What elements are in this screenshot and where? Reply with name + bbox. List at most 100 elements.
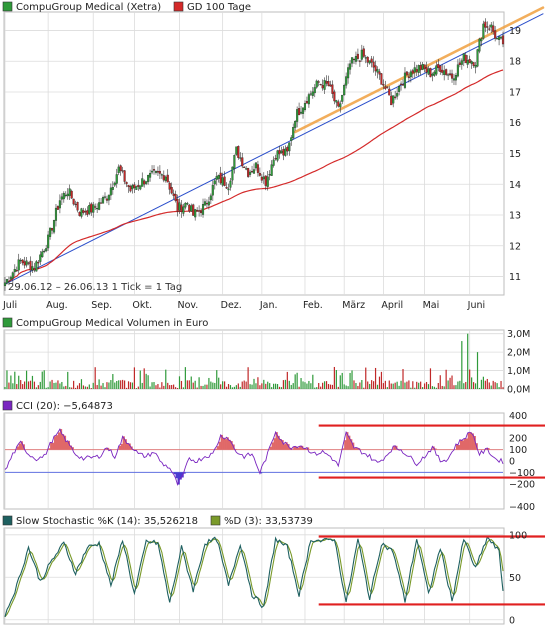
- candle-body: [358, 60, 361, 62]
- volume-bar: [486, 378, 488, 389]
- candle-body: [433, 71, 436, 76]
- cci-positive-fill: [487, 447, 490, 450]
- candle-body: [237, 146, 240, 158]
- candle-body: [415, 69, 418, 72]
- legend-label-stoch-k: Slow Stochastic %K (14): 35,526218: [16, 516, 198, 527]
- candle-body: [429, 68, 432, 78]
- candle-body: [29, 260, 32, 271]
- candle-body: [345, 76, 348, 86]
- cci-positive-fill: [61, 434, 65, 450]
- candle-body: [88, 205, 91, 214]
- volume-bar: [261, 383, 263, 389]
- stoch-lines: [4, 535, 504, 618]
- candle-body: [435, 65, 438, 75]
- candle-body: [370, 58, 373, 63]
- cci-positive-fill: [285, 442, 288, 450]
- candle-body: [417, 65, 420, 73]
- candle-body: [190, 205, 193, 212]
- candle-body: [288, 142, 291, 152]
- candle-body: [123, 170, 126, 182]
- volume-bar: [216, 370, 218, 389]
- month-tick-label: Dez.: [221, 300, 242, 311]
- candle-body: [272, 159, 275, 166]
- volume-bar: [65, 385, 67, 389]
- candle-body: [19, 260, 22, 262]
- candle-body: [382, 83, 385, 86]
- volume-bar: [308, 380, 310, 389]
- candle-body: [84, 211, 87, 213]
- stoch-panel: 100 50 0: [3, 527, 545, 626]
- candle-body: [49, 227, 52, 237]
- candle-body: [15, 270, 18, 272]
- candle-body: [300, 111, 303, 114]
- cci-positive-fill: [228, 439, 231, 450]
- candle-body: [480, 38, 483, 42]
- candle-body: [107, 194, 110, 201]
- volume-bar: [322, 382, 324, 389]
- candle-body: [86, 210, 89, 215]
- volume-bar: [171, 384, 173, 389]
- volume-bar: [461, 341, 463, 389]
- candle-body: [35, 261, 38, 272]
- volume-bar: [437, 383, 439, 389]
- cci-negative-fill: [173, 472, 176, 475]
- month-tick-label: April: [381, 300, 403, 311]
- cci-positive-fill: [283, 444, 286, 450]
- cci-positive-fill: [67, 440, 71, 450]
- volume-bar: [394, 382, 396, 389]
- legend-swatch-gd100: [173, 1, 184, 12]
- volume-bar: [359, 382, 361, 389]
- volume-bar: [388, 380, 390, 389]
- volume-bar: [141, 382, 143, 389]
- cci-legend: CCI (20): −5,64873: [2, 400, 113, 412]
- price-moving-average: [8, 69, 504, 282]
- candle-body: [3, 282, 7, 287]
- candle-body: [68, 188, 71, 196]
- volume-bar: [404, 382, 406, 389]
- volume-bar: [255, 383, 257, 389]
- volume-bar: [249, 384, 251, 389]
- volume-bar: [176, 387, 179, 389]
- candle-body: [398, 85, 401, 92]
- volume-bar: [296, 372, 298, 389]
- volume-bar: [98, 379, 100, 389]
- volume-y-tick-label: 2,0M: [507, 348, 530, 359]
- volume-bar: [133, 367, 136, 389]
- candle-body: [256, 164, 259, 173]
- volume-bar: [12, 383, 14, 389]
- volume-bar: [306, 383, 308, 389]
- candle-body: [115, 174, 118, 184]
- candle-body: [45, 248, 48, 252]
- volume-bar: [120, 380, 122, 389]
- volume-bar: [102, 383, 104, 389]
- candle-body: [411, 70, 414, 74]
- candle-body: [164, 176, 167, 181]
- candle-body: [225, 186, 228, 189]
- volume-bar: [431, 386, 434, 389]
- volume-bar: [267, 381, 269, 389]
- volume-bar: [55, 382, 57, 389]
- candle-body: [121, 170, 124, 172]
- month-tick-label: Feb.: [303, 300, 323, 311]
- candle-body: [441, 69, 444, 73]
- volume-bar: [139, 370, 141, 389]
- volume-bar: [445, 369, 447, 389]
- candle-body: [462, 53, 465, 61]
- volume-bar: [96, 385, 98, 389]
- candle-body: [39, 254, 42, 262]
- candle-body: [231, 166, 234, 181]
- volume-bar: [214, 382, 216, 389]
- volume-bar: [253, 378, 255, 389]
- volume-bar: [27, 381, 30, 389]
- candle-body: [486, 26, 489, 28]
- volume-bar: [300, 378, 302, 389]
- stoch-annotations: [318, 535, 545, 606]
- candle-body: [276, 150, 279, 161]
- price-legend: CompuGroup Medical (Xetra) GD 100 Tage: [2, 1, 251, 13]
- candle-body: [98, 202, 101, 210]
- candle-body: [421, 64, 424, 70]
- cci-positive-fill: [63, 435, 67, 450]
- candle-body: [92, 204, 95, 213]
- volume-bar: [337, 386, 339, 389]
